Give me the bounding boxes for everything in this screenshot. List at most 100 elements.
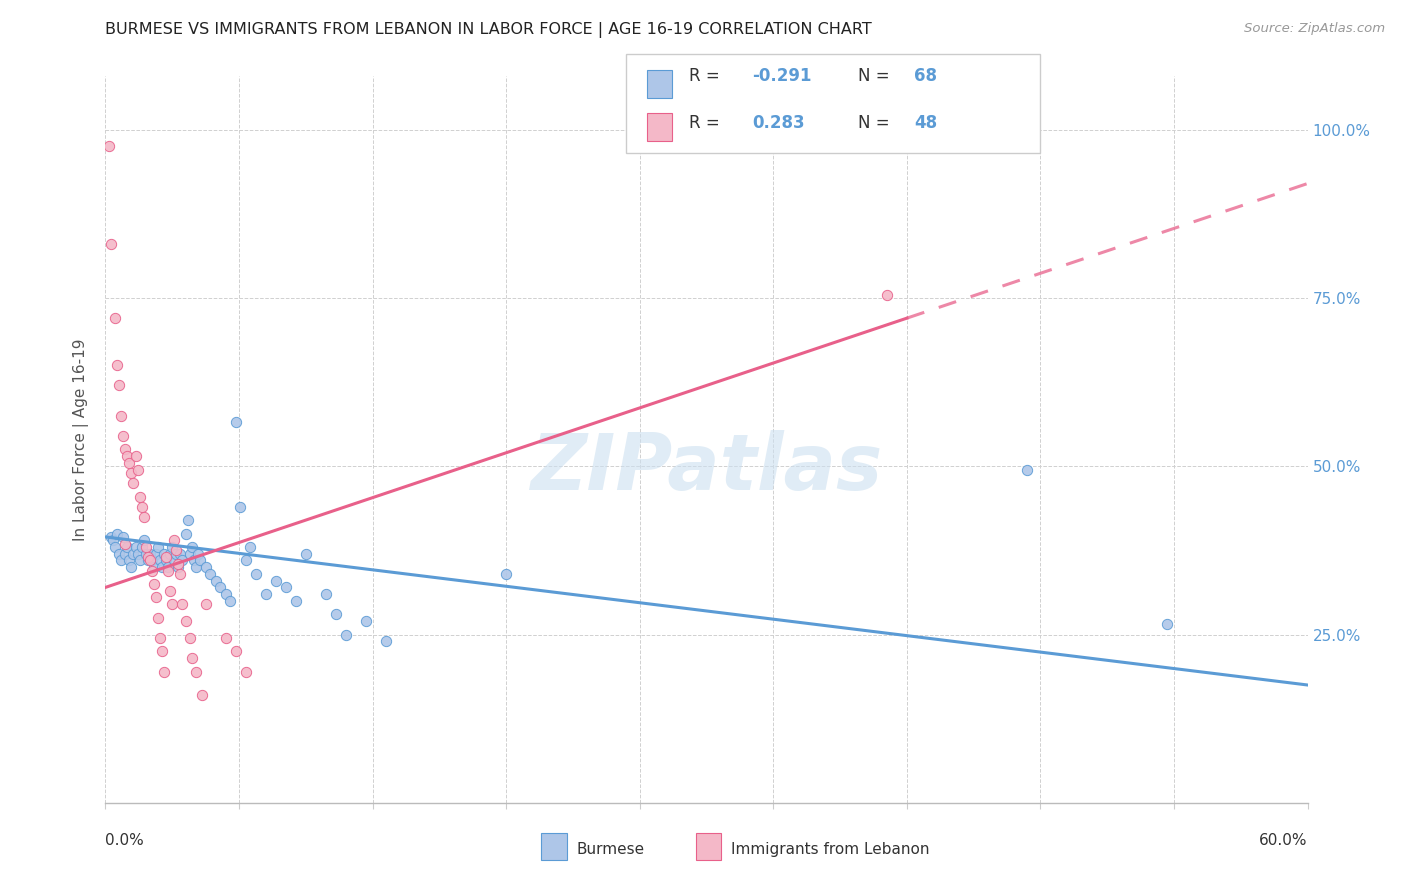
Point	[132, 533, 155, 548]
Point	[1017, 462, 1039, 476]
Point	[174, 526, 197, 541]
Point	[228, 500, 250, 514]
Point	[118, 553, 141, 567]
Point	[274, 581, 297, 595]
Point	[132, 509, 155, 524]
Point	[174, 614, 197, 628]
Point	[214, 587, 236, 601]
Point	[159, 583, 181, 598]
Point	[142, 577, 165, 591]
Text: Source: ZipAtlas.com: Source: ZipAtlas.com	[1244, 22, 1385, 36]
Point	[169, 547, 191, 561]
Text: 0.0%: 0.0%	[105, 833, 145, 847]
Point	[117, 540, 139, 554]
Point	[170, 597, 193, 611]
Point	[141, 553, 163, 567]
Point	[100, 530, 122, 544]
Point	[160, 540, 183, 554]
Point	[156, 560, 179, 574]
Point	[325, 607, 347, 622]
Point	[127, 462, 149, 476]
Point	[245, 566, 267, 581]
Point	[138, 547, 160, 561]
Point	[104, 540, 127, 554]
Point	[170, 553, 193, 567]
Point	[152, 547, 174, 561]
Point	[180, 540, 202, 554]
Point	[264, 574, 287, 588]
Point	[136, 550, 159, 565]
Point	[107, 358, 129, 372]
Point	[159, 547, 181, 561]
Point	[150, 560, 173, 574]
Text: Immigrants from Lebanon: Immigrants from Lebanon	[731, 842, 929, 856]
Point	[145, 591, 167, 605]
Point	[114, 442, 136, 457]
Point	[155, 553, 177, 567]
Text: N =: N =	[858, 68, 894, 86]
Point	[131, 500, 153, 514]
Point	[136, 553, 159, 567]
Point	[239, 540, 262, 554]
Point	[135, 547, 157, 561]
Point	[176, 513, 198, 527]
Point	[225, 416, 247, 430]
Point	[354, 614, 377, 628]
Point	[194, 560, 217, 574]
Point	[121, 560, 143, 574]
Point	[124, 449, 146, 463]
Point	[315, 587, 337, 601]
Point	[100, 237, 122, 252]
Point	[495, 566, 517, 581]
Point	[160, 597, 183, 611]
Point	[162, 553, 184, 567]
Point	[108, 547, 131, 561]
Point	[103, 533, 125, 548]
Point	[146, 540, 169, 554]
Point	[179, 631, 201, 645]
Point	[108, 378, 131, 392]
Point	[235, 665, 257, 679]
Point	[190, 688, 212, 702]
Point	[183, 553, 205, 567]
Point	[118, 456, 141, 470]
Point	[110, 409, 132, 423]
Text: 48: 48	[914, 114, 936, 132]
Point	[156, 564, 179, 578]
Point	[166, 560, 188, 574]
Text: BURMESE VS IMMIGRANTS FROM LEBANON IN LABOR FORCE | AGE 16-19 CORRELATION CHART: BURMESE VS IMMIGRANTS FROM LEBANON IN LA…	[105, 22, 872, 38]
Text: 68: 68	[914, 68, 936, 86]
Point	[122, 547, 145, 561]
Point	[112, 530, 135, 544]
Point	[165, 543, 187, 558]
Point	[184, 665, 207, 679]
Point	[148, 631, 170, 645]
Point	[117, 449, 139, 463]
Point	[135, 540, 157, 554]
Point	[187, 547, 209, 561]
Text: R =: R =	[689, 68, 725, 86]
Point	[155, 550, 177, 565]
Point	[180, 651, 202, 665]
Point	[122, 476, 145, 491]
Point	[121, 466, 143, 480]
Point	[114, 536, 136, 550]
Point	[876, 287, 898, 301]
Point	[254, 587, 277, 601]
Point	[114, 547, 136, 561]
Point	[165, 547, 187, 561]
Point	[124, 540, 146, 554]
Point	[148, 553, 170, 567]
Point	[131, 540, 153, 554]
Point	[214, 631, 236, 645]
Point	[162, 533, 184, 548]
Point	[295, 547, 318, 561]
Point	[188, 553, 211, 567]
Text: -0.291: -0.291	[752, 68, 811, 86]
Point	[184, 560, 207, 574]
Point	[128, 553, 150, 567]
Point	[374, 634, 398, 648]
Text: N =: N =	[858, 114, 894, 132]
Point	[152, 665, 174, 679]
Text: R =: R =	[689, 114, 725, 132]
